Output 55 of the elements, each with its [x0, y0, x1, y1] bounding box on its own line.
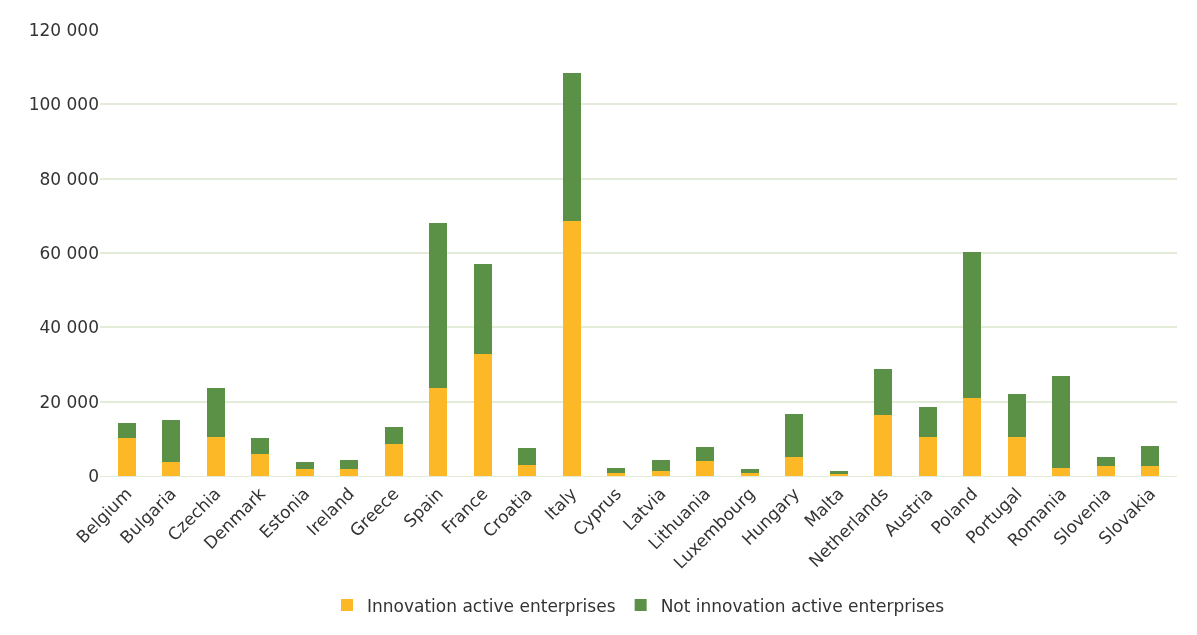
bar	[384, 426, 403, 444]
y-tick-label: 80 000	[39, 168, 99, 189]
y-tick-label: 0	[88, 465, 99, 486]
bar	[562, 221, 581, 476]
bar	[874, 415, 893, 476]
bar	[117, 438, 136, 476]
bar	[740, 472, 759, 476]
y-tick-label: 100 000	[28, 94, 99, 115]
bar	[1052, 467, 1071, 476]
bar	[785, 457, 804, 476]
legend-label: Innovation active enterprises	[367, 595, 616, 616]
bar	[651, 459, 670, 471]
bar	[384, 443, 403, 476]
bar	[340, 460, 359, 469]
bar	[562, 72, 581, 222]
bar	[251, 454, 270, 476]
bar	[117, 422, 136, 439]
bar	[918, 436, 937, 476]
bar	[874, 368, 893, 416]
bar	[295, 468, 314, 476]
bar	[473, 263, 492, 355]
y-tick-label: 20 000	[39, 391, 99, 412]
bar	[1141, 445, 1160, 466]
bar	[963, 251, 982, 398]
bar	[740, 468, 759, 473]
bar	[607, 473, 626, 476]
bar	[696, 460, 715, 476]
bar	[963, 397, 982, 476]
bar	[1096, 457, 1115, 466]
bar	[651, 470, 670, 476]
bar	[340, 468, 359, 476]
bar	[1007, 393, 1026, 437]
y-tick-label: 120 000	[28, 19, 99, 40]
bar	[295, 461, 314, 469]
bar	[607, 467, 626, 474]
bar	[1052, 376, 1071, 468]
bar	[785, 413, 804, 458]
bar	[696, 446, 715, 461]
bar	[429, 222, 448, 388]
legend-label: Not innovation active enterprises	[660, 595, 945, 616]
bar	[1007, 436, 1026, 476]
bar	[518, 464, 537, 476]
y-tick-label: 60 000	[39, 242, 99, 263]
bar	[251, 438, 270, 455]
bar	[206, 437, 225, 476]
bar	[518, 448, 537, 465]
bar	[429, 387, 448, 476]
bar	[1141, 465, 1160, 476]
y-tick-label: 40 000	[39, 317, 99, 338]
bar	[1096, 465, 1115, 476]
bar	[162, 461, 181, 476]
bar	[162, 420, 181, 462]
bar	[918, 407, 937, 437]
bar	[473, 354, 492, 476]
bar	[206, 387, 225, 438]
